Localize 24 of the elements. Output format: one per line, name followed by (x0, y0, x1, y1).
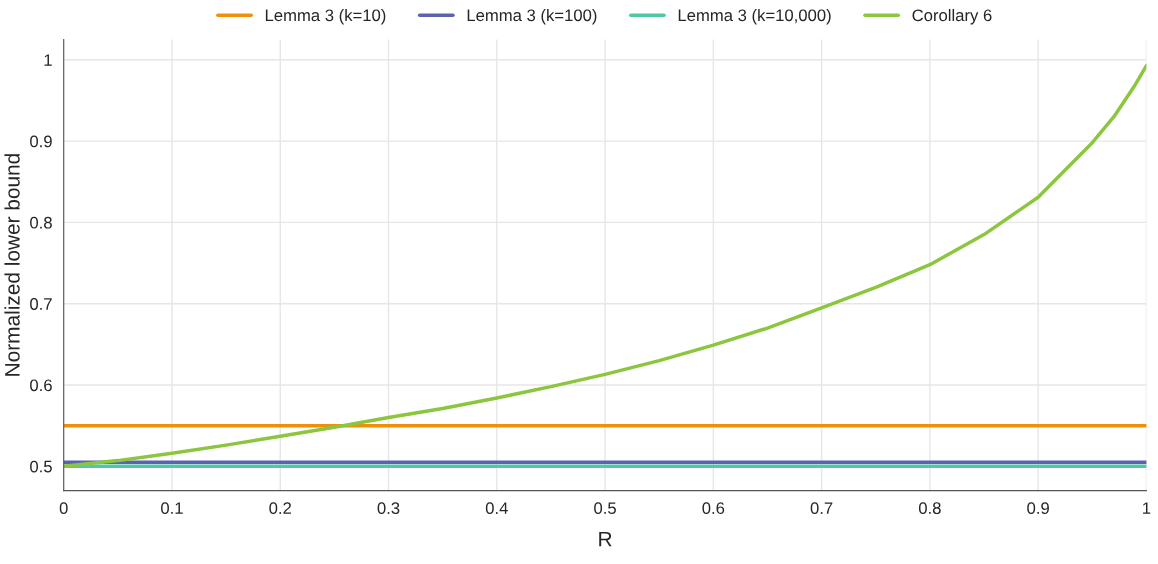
x-tick-label: 0.5 (594, 502, 616, 515)
x-tick-label: 0.7 (810, 502, 833, 515)
y-tick-label: 0.9 (30, 135, 52, 148)
legend-label: Lemma 3 (k=10,000) (678, 8, 831, 25)
y-tick-label: 0.7 (30, 298, 52, 310)
x-tick-label: 0.4 (485, 502, 508, 515)
x-tick-label: 1 (1143, 502, 1151, 514)
x-tick-label: 0.6 (702, 502, 725, 515)
x-tick-label: 0.8 (918, 502, 941, 515)
y-axis-title: Normalized lower bound (4, 154, 20, 376)
legend-label: Lemma 3 (k=10) (265, 8, 386, 25)
legend-label: Lemma 3 (k=100) (467, 8, 597, 25)
y-tick-label: 0.8 (30, 216, 52, 229)
x-tick-label: 0 (59, 502, 68, 515)
y-tick-label: 0.6 (30, 379, 52, 392)
line-series (63, 63, 1147, 469)
y-tick-label: 0.5 (30, 460, 52, 473)
x-tick-label: 0.3 (377, 502, 400, 515)
y-tick-label: 1 (44, 54, 52, 66)
x-tick-label: 0.1 (161, 502, 183, 515)
legend-label: Corollary 6 (912, 8, 992, 25)
x-tick-label: 0.2 (269, 502, 291, 515)
x-tick-label: 0.9 (1027, 502, 1049, 515)
x-axis-title: R (599, 531, 612, 547)
